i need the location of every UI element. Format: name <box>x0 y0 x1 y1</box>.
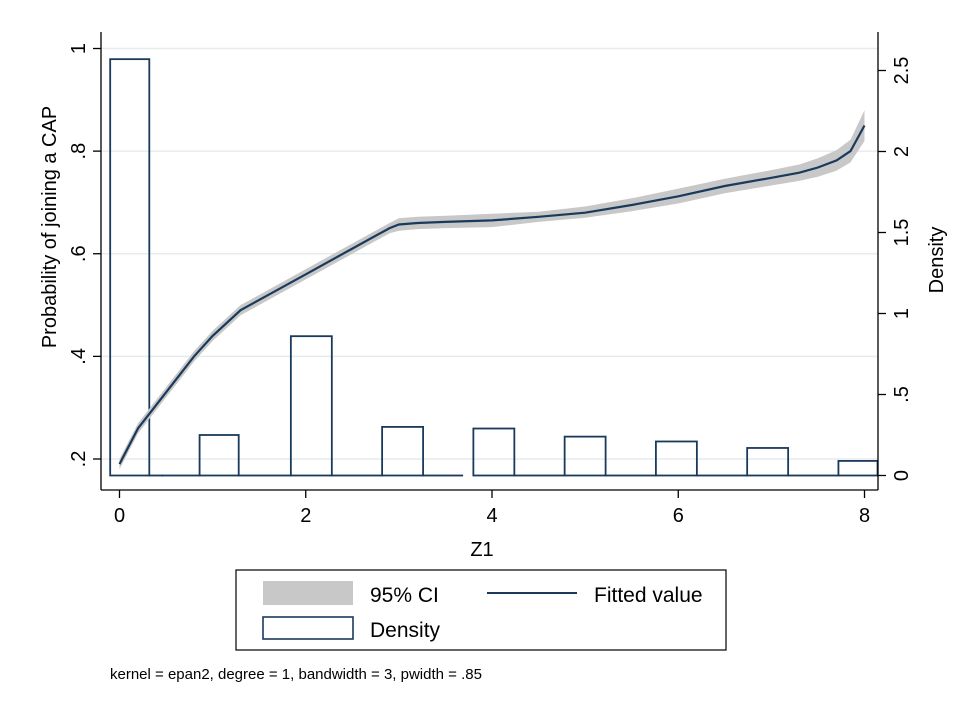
density-bar <box>472 427 516 477</box>
fitted-series-line <box>118 124 866 465</box>
y-right-tick-label: 2.5 <box>891 57 913 85</box>
y-axis-right-title: Density <box>926 227 948 294</box>
gridlines <box>101 47 878 460</box>
y-right-tick-label: .5 <box>891 386 913 403</box>
y-right-tick-label: 2 <box>891 146 913 157</box>
x-tick-label: 6 <box>673 505 684 527</box>
legend-fitted-label: Fitted value <box>594 584 703 607</box>
ci-band <box>119 110 865 470</box>
legend-ci-label: 95% CI <box>370 584 439 607</box>
density-bar <box>198 434 240 477</box>
x-tick-label: 8 <box>859 505 870 527</box>
density-bar <box>655 440 698 477</box>
y-axis-left-title: Probability of joining a CAP <box>39 106 61 348</box>
confidence-band <box>119 110 865 470</box>
density-bar <box>289 335 333 477</box>
density-bar <box>746 447 790 477</box>
tick-labels: 0 2 4 6 8 .2 .4 .6 .8 1 0 .5 1 1.5 2 2.5 <box>68 43 913 527</box>
x-tick-label: 0 <box>114 505 125 527</box>
legend-density-swatch <box>262 616 354 640</box>
x-axis-title: Z1 <box>470 539 493 561</box>
legend-ci-swatch <box>263 581 353 605</box>
y-right-tick-label: 1.5 <box>891 219 913 247</box>
x-tick-label: 2 <box>300 505 311 527</box>
density-bar <box>381 425 424 477</box>
legend: 95% CI Fitted value Density <box>235 569 727 651</box>
density-bar <box>109 58 151 477</box>
y-left-tick-label: .8 <box>68 143 90 160</box>
density-bar <box>563 435 607 477</box>
y-right-tick-label: 0 <box>891 470 913 481</box>
legend-density-label: Density <box>370 619 441 642</box>
y-left-tick-label: .6 <box>68 245 90 262</box>
chart-note: kernel = epan2, degree = 1, bandwidth = … <box>110 666 482 683</box>
y-left-tick-label: .2 <box>68 451 90 468</box>
x-tick-label: 4 <box>486 505 497 527</box>
y-left-tick-label: .4 <box>68 348 90 365</box>
axes <box>93 32 886 498</box>
y-right-tick-label: 1 <box>891 308 913 319</box>
fitted-line <box>118 124 866 465</box>
density-bars <box>109 58 879 477</box>
y-left-tick-label: 1 <box>68 43 90 54</box>
